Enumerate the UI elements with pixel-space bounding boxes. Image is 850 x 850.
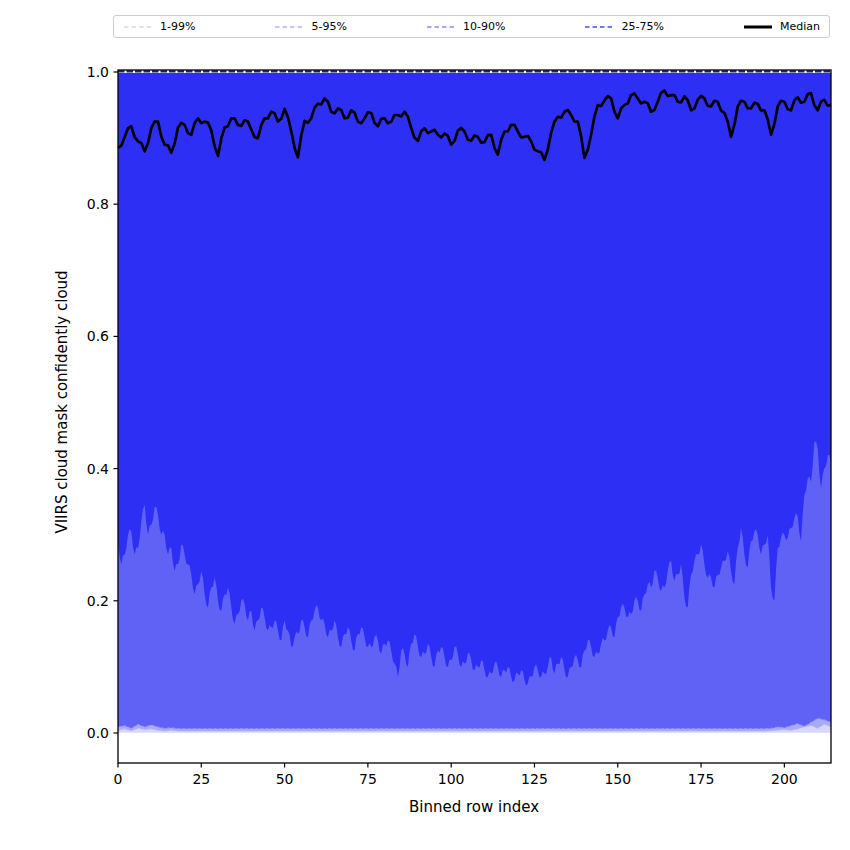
legend-entry-median: Median	[743, 21, 820, 32]
percentile-bands	[118, 73, 831, 733]
tick-label: 200	[771, 771, 798, 787]
legend-entry-label: Median	[780, 21, 820, 32]
legend-entry-10-90-: 10-90%	[426, 21, 505, 32]
y-axis-label: VIIRS cloud mask confidently cloud	[53, 270, 71, 533]
tick-label: 0.4	[87, 461, 109, 477]
legend-entry-label: 10-90%	[463, 21, 505, 32]
tick-label: 0.2	[87, 593, 109, 609]
tick-label: 1.0	[87, 64, 109, 80]
legend-line-sample	[426, 22, 456, 32]
chart-canvas: 0 25 50 75 100 125 150 175 200 0.0 0.2 0.4 0.6 0.8 1.0…	[0, 0, 850, 850]
legend-entry-label: 5-95%	[311, 21, 346, 32]
tick-label: 175	[688, 771, 715, 787]
legend-line-sample	[584, 22, 614, 32]
tick-label: 0	[114, 771, 123, 787]
x-axis-label: Binned row index	[409, 798, 539, 816]
tick-label: 25	[192, 771, 210, 787]
legend-entry-25-75-: 25-75%	[584, 21, 663, 32]
tick-label: 0.6	[87, 328, 109, 344]
legend-line-sample	[743, 22, 773, 32]
legend-entry-label: 1-99%	[160, 21, 195, 32]
legend-line-sample	[123, 22, 153, 32]
tick-label: 0.8	[87, 196, 109, 212]
tick-label: 75	[359, 771, 377, 787]
tick-label: 0.0	[87, 725, 109, 741]
tick-label: 125	[521, 771, 548, 787]
legend-entry-5-95-: 5-95%	[274, 21, 346, 32]
figure: 0 25 50 75 100 125 150 175 200 0.0 0.2 0.4 0.6 0.8 1.0…	[0, 0, 850, 850]
tick-label: 50	[276, 771, 294, 787]
legend-entry-label: 25-75%	[621, 21, 663, 32]
legend-line-sample	[274, 22, 304, 32]
tick-label: 100	[438, 771, 465, 787]
tick-label: 150	[604, 771, 631, 787]
legend: 1-99% 5-95% 10-90% 25-75% Median	[113, 15, 830, 38]
legend-entry-1-99-: 1-99%	[123, 21, 195, 32]
